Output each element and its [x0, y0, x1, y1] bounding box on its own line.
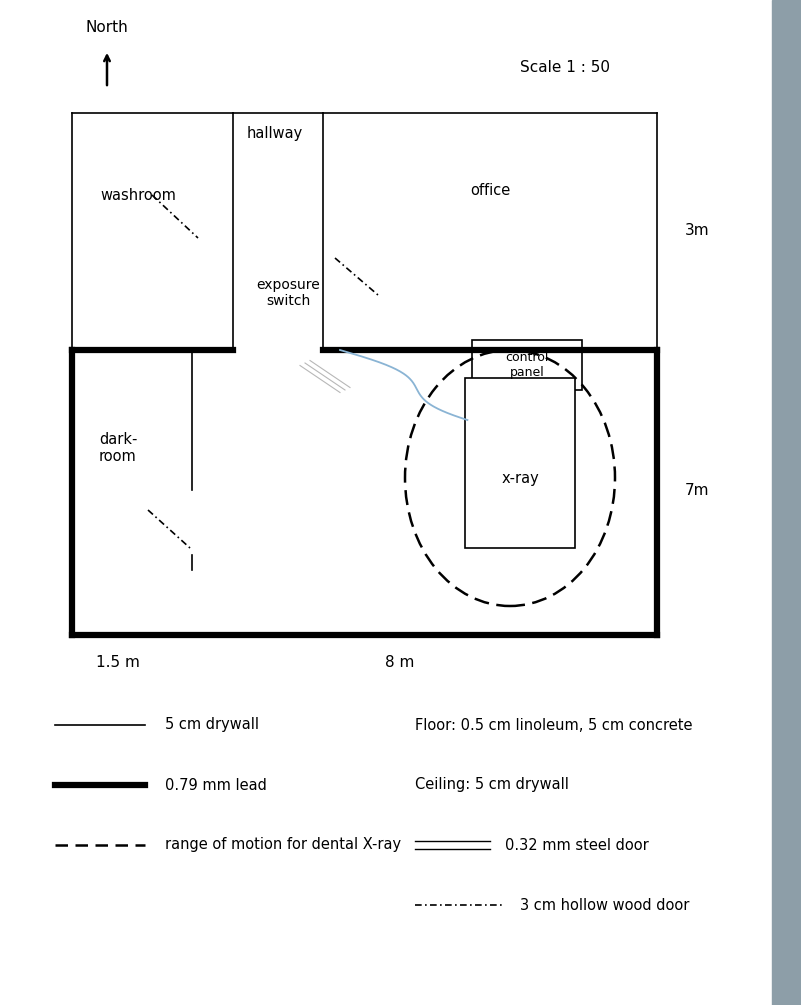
Text: Scale 1 : 50: Scale 1 : 50 [520, 59, 610, 74]
Text: x-ray: x-ray [501, 470, 539, 485]
Text: dark-
room: dark- room [99, 432, 137, 464]
Text: washroom: washroom [100, 188, 176, 202]
Bar [472, 340, 582, 390]
Text: North: North [86, 20, 128, 35]
Text: 8 m: 8 m [385, 655, 415, 670]
Text: 0.32 mm steel door: 0.32 mm steel door [505, 837, 649, 852]
Text: 3 cm hollow wood door: 3 cm hollow wood door [520, 897, 690, 913]
Text: 3m: 3m [685, 222, 710, 237]
Text: range of motion for dental X-ray: range of motion for dental X-ray [165, 837, 401, 852]
Bar [465, 378, 575, 548]
Text: hallway: hallway [247, 126, 303, 141]
Text: Floor: 0.5 cm linoleum, 5 cm concrete: Floor: 0.5 cm linoleum, 5 cm concrete [415, 718, 693, 733]
Text: office: office [470, 183, 510, 198]
Text: control
panel: control panel [505, 351, 549, 379]
Bar [772, 0, 801, 1005]
Text: 1.5 m: 1.5 m [96, 655, 140, 670]
Text: Ceiling: 5 cm drywall: Ceiling: 5 cm drywall [415, 778, 569, 793]
Text: 0.79 mm lead: 0.79 mm lead [165, 778, 267, 793]
Text: exposure
switch: exposure switch [256, 278, 320, 309]
Text: 5 cm drywall: 5 cm drywall [165, 718, 259, 733]
Text: 7m: 7m [685, 482, 710, 497]
